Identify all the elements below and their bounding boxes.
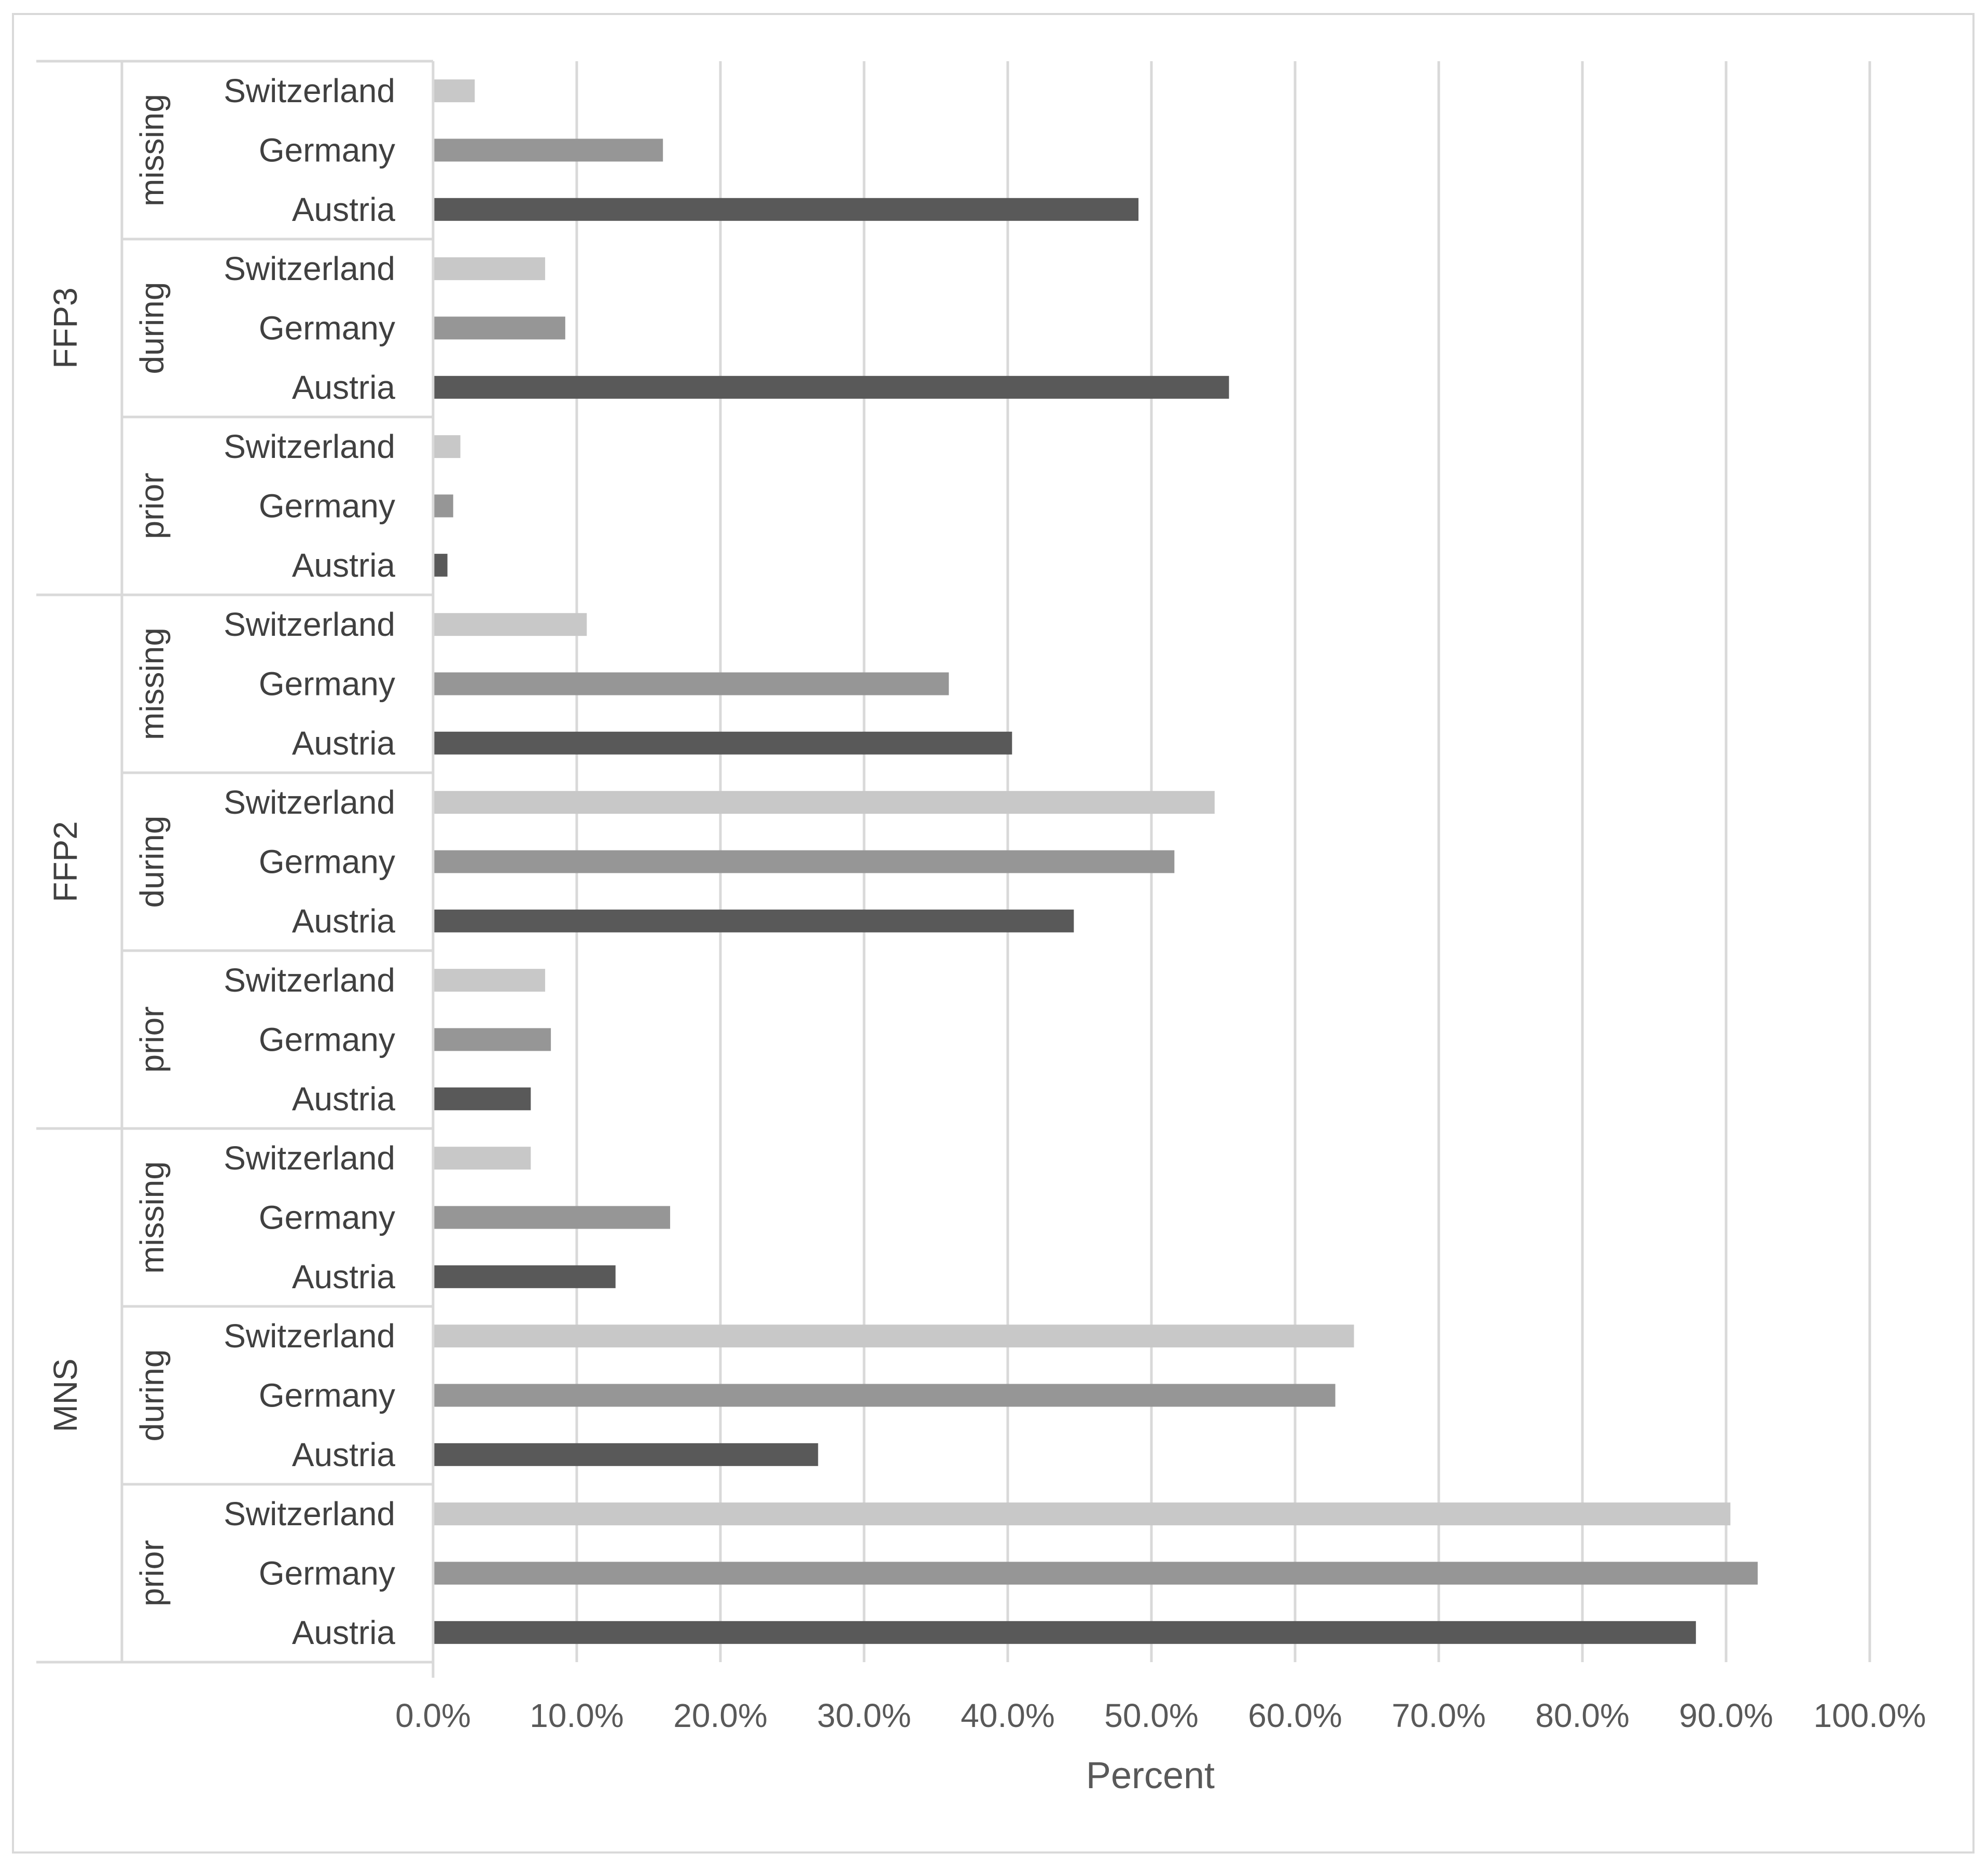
x-tick-label: 30.0% xyxy=(817,1697,911,1734)
bar xyxy=(433,672,949,695)
x-axis-title: Percent xyxy=(1086,1755,1215,1796)
timing-label: prior xyxy=(133,1006,171,1072)
country-label: Austria xyxy=(292,1436,396,1473)
country-label: Austria xyxy=(292,724,396,762)
bar xyxy=(433,1621,1696,1644)
x-tick-label: 60.0% xyxy=(1248,1697,1342,1734)
country-label: Austria xyxy=(292,369,396,406)
bar xyxy=(433,79,475,103)
x-tick-labels: 0.0% 10.0% 20.0% 30.0% 40.0% 50.0% 60.0% 70.0% 8… xyxy=(395,1697,1926,1734)
bar xyxy=(433,1502,1731,1526)
bar xyxy=(433,553,448,577)
x-tick-label: 40.0% xyxy=(961,1697,1054,1734)
bar xyxy=(433,731,1012,755)
country-label: Germany xyxy=(259,1555,395,1592)
country-label: Switzerland xyxy=(224,962,395,999)
country-label: Switzerland xyxy=(224,72,395,109)
country-label: Germany xyxy=(259,665,395,703)
bar xyxy=(433,969,546,992)
bar xyxy=(433,138,663,162)
bars xyxy=(433,79,1758,1644)
x-tick-label: 50.0% xyxy=(1104,1697,1198,1734)
country-label: Austria xyxy=(292,547,396,584)
country-label: Germany xyxy=(259,132,395,169)
bar xyxy=(433,1265,616,1288)
bar xyxy=(433,1147,531,1170)
timing-label: missing xyxy=(133,1161,171,1274)
country-label: Germany xyxy=(259,1199,395,1236)
x-tick-label: 100.0% xyxy=(1813,1697,1926,1734)
x-tick-label: 90.0% xyxy=(1679,1697,1773,1734)
bar xyxy=(433,1206,671,1229)
country-label: Germany xyxy=(259,843,395,881)
bar xyxy=(433,494,453,518)
x-tick-label: 80.0% xyxy=(1535,1697,1629,1734)
bar xyxy=(433,791,1215,814)
country-label: Austria xyxy=(292,191,396,228)
timing-label: during xyxy=(133,1349,171,1442)
timing-label: missing xyxy=(133,628,171,740)
country-label: Germany xyxy=(259,1377,395,1414)
bar xyxy=(433,316,565,340)
country-label: Austria xyxy=(292,902,396,940)
country-label: Switzerland xyxy=(224,428,395,465)
category-labels: Switzerland Germany Austria Switzerland Germ… xyxy=(47,72,395,1651)
bar xyxy=(433,613,587,636)
chart-border xyxy=(12,13,1975,1854)
bar xyxy=(433,1443,818,1466)
country-label: Germany xyxy=(259,1021,395,1058)
country-label: Switzerland xyxy=(224,1317,395,1355)
bar xyxy=(433,375,1229,399)
x-tick-label: 0.0% xyxy=(395,1697,471,1734)
timing-label: during xyxy=(133,282,171,374)
bar xyxy=(433,1325,1354,1348)
country-label: Switzerland xyxy=(224,1495,395,1532)
country-label: Austria xyxy=(292,1614,396,1651)
timing-label: prior xyxy=(133,472,171,539)
timing-label: missing xyxy=(133,94,171,206)
country-label: Austria xyxy=(292,1080,396,1118)
bar xyxy=(433,257,546,281)
bar xyxy=(433,1028,551,1051)
x-tick-label: 10.0% xyxy=(530,1697,623,1734)
bar xyxy=(433,1384,1336,1407)
axis-lines xyxy=(36,60,435,1678)
bar xyxy=(433,1087,531,1110)
timing-label: prior xyxy=(133,1540,171,1606)
x-tick-label: 70.0% xyxy=(1392,1697,1485,1734)
bar xyxy=(433,850,1175,873)
timing-label: during xyxy=(133,816,171,908)
country-label: Germany xyxy=(259,487,395,525)
country-label: Switzerland xyxy=(224,1139,395,1177)
bar xyxy=(433,198,1139,221)
bar xyxy=(433,1562,1758,1585)
mask-type-label: MNS xyxy=(47,1358,84,1432)
x-tick-label: 20.0% xyxy=(673,1697,767,1734)
mask-type-label: FFP3 xyxy=(47,287,84,368)
country-label: Germany xyxy=(259,310,395,347)
country-label: Switzerland xyxy=(224,250,395,287)
country-label: Switzerland xyxy=(224,784,395,821)
bar xyxy=(433,435,461,458)
mask-type-label: FFP2 xyxy=(47,821,84,902)
country-label: Switzerland xyxy=(224,606,395,643)
bar xyxy=(433,909,1074,932)
country-label: Austria xyxy=(292,1258,396,1295)
